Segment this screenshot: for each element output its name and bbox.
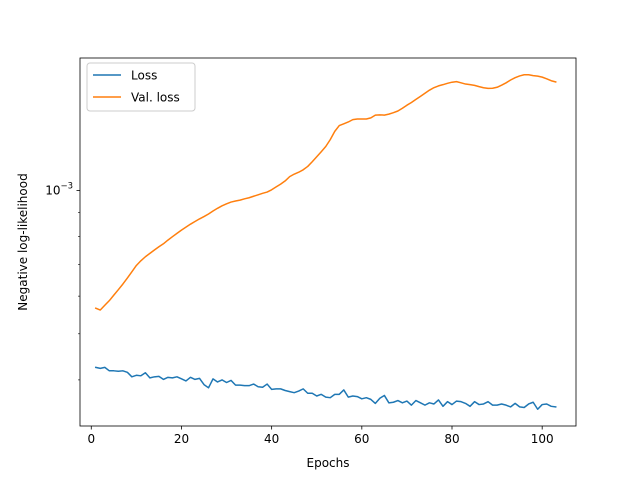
legend-label-1: Val. loss <box>131 91 180 105</box>
series-line-1 <box>94 74 557 311</box>
x-tick-label-5: 100 <box>531 432 554 446</box>
x-tick-label-3: 60 <box>354 432 369 446</box>
legend-label-0: Loss <box>131 69 157 83</box>
series-layer <box>94 74 557 411</box>
x-tick-label-4: 80 <box>444 432 459 446</box>
x-tick-label-2: 40 <box>264 432 279 446</box>
y-tick-label-base-0: 10 <box>45 184 60 198</box>
y-tick-label-0: 10−3 <box>45 182 73 198</box>
x-axis-label: Epochs <box>307 456 350 470</box>
y-axis-label: Negative log-likelihood <box>16 173 30 310</box>
y-tick-label-exp-0: −3 <box>60 182 73 192</box>
series-line-0 <box>94 366 557 411</box>
x-tick-label-0: 0 <box>87 432 95 446</box>
axes-layer: 0 20 40 60 80 100 10−3 Epochs Negative log-likel… <box>16 57 577 470</box>
legend: Loss Val. loss <box>86 62 196 112</box>
x-tick-label-1: 20 <box>174 432 189 446</box>
plot-frame <box>79 57 577 427</box>
